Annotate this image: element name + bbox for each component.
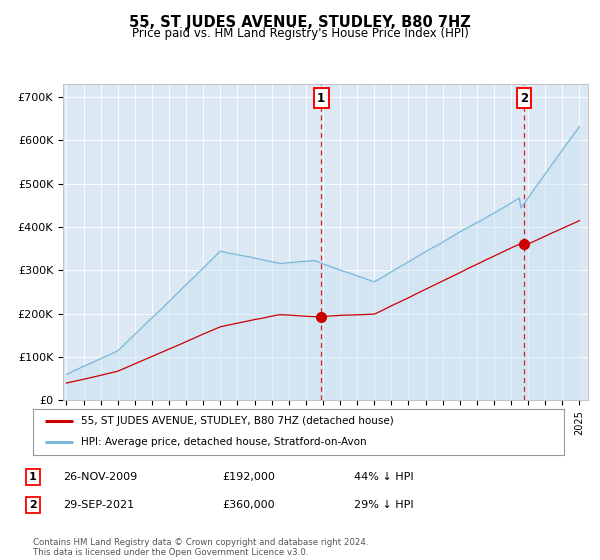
Text: 26-NOV-2009: 26-NOV-2009 — [63, 472, 137, 482]
Text: £192,000: £192,000 — [222, 472, 275, 482]
Text: Contains HM Land Registry data © Crown copyright and database right 2024.
This d: Contains HM Land Registry data © Crown c… — [33, 538, 368, 557]
Text: HPI: Average price, detached house, Stratford-on-Avon: HPI: Average price, detached house, Stra… — [81, 437, 367, 447]
Text: 29% ↓ HPI: 29% ↓ HPI — [354, 500, 413, 510]
Text: £360,000: £360,000 — [222, 500, 275, 510]
Text: 55, ST JUDES AVENUE, STUDLEY, B80 7HZ: 55, ST JUDES AVENUE, STUDLEY, B80 7HZ — [129, 15, 471, 30]
Text: 44% ↓ HPI: 44% ↓ HPI — [354, 472, 413, 482]
Text: 55, ST JUDES AVENUE, STUDLEY, B80 7HZ (detached house): 55, ST JUDES AVENUE, STUDLEY, B80 7HZ (d… — [81, 416, 394, 426]
Text: 29-SEP-2021: 29-SEP-2021 — [63, 500, 134, 510]
Text: Price paid vs. HM Land Registry's House Price Index (HPI): Price paid vs. HM Land Registry's House … — [131, 27, 469, 40]
Text: 1: 1 — [317, 92, 325, 105]
Text: 1: 1 — [29, 472, 37, 482]
Text: 2: 2 — [520, 92, 528, 105]
Text: 2: 2 — [29, 500, 37, 510]
